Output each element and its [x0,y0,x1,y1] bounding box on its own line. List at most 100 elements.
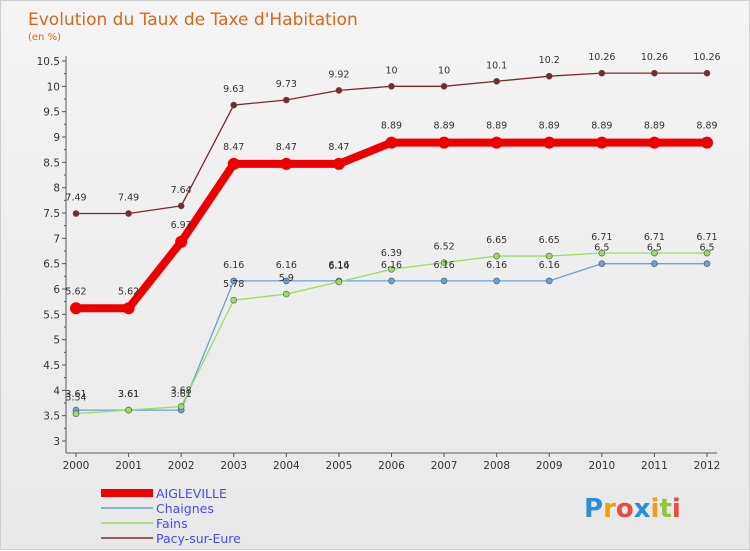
logo-letter: P [584,494,603,524]
data-label-pacy-sur-eure: 7.49 [65,193,86,204]
data-label-fains: 6.65 [486,235,507,246]
data-label-aigleville: 6.93 [171,220,192,231]
x-tick-label: 2003 [220,460,247,472]
data-point-pacy-sur-eure [493,77,500,85]
data-label-pacy-sur-eure: 9.92 [328,69,349,80]
data-point-aigleville [648,136,661,149]
data-label-pacy-sur-eure: 10.2 [539,55,560,66]
data-label-pacy-sur-eure: 10.1 [486,60,507,71]
data-label-chaignes: 6.5 [594,243,609,254]
data-point-pacy-sur-eure [72,210,80,217]
data-point-fains [598,249,606,257]
data-label-pacy-sur-eure: 9.63 [223,84,244,95]
data-label-pacy-sur-eure: 10 [385,65,397,76]
data-label-chaignes: 3.61 [118,389,139,400]
data-label-aigleville: 8.89 [644,121,665,132]
data-point-pacy-sur-eure [598,69,606,77]
chart-ylabel: (en %) [28,32,61,43]
proxiti-logo: Proxiti [584,494,681,524]
data-point-chaignes [651,260,658,267]
data-label-chaignes: 6.16 [328,260,349,271]
data-point-aigleville [490,136,503,149]
logo-letter: i [672,494,681,524]
x-tick-label: 2002 [168,460,195,472]
data-point-fains [493,252,500,260]
data-point-aigleville [438,136,451,149]
data-label-fains: 6.71 [696,232,717,243]
x-tick-label: 2004 [273,460,300,472]
x-tick-label: 2006 [378,460,405,472]
y-tick-label: 8 [53,183,60,195]
x-tick-label: 2005 [326,460,353,472]
data-point-aigleville [543,136,556,149]
data-point-pacy-sur-eure [125,210,132,217]
data-label-aigleville: 8.47 [328,142,349,153]
x-tick-label: 2001 [115,460,142,472]
data-label-fains: 6.71 [644,232,665,243]
data-label-chaignes: 6.16 [381,260,402,271]
data-point-aigleville [280,157,293,170]
data-label-chaignes: 3.61 [171,389,192,400]
data-label-fains: 6.14 [328,261,349,272]
data-point-chaignes [598,260,606,267]
data-label-pacy-sur-eure: 7.49 [118,193,139,204]
y-tick-label: 5 [53,335,60,347]
data-label-aigleville: 8.89 [591,121,612,132]
data-label-pacy-sur-eure: 10.26 [588,52,615,63]
data-point-pacy-sur-eure [651,69,658,77]
data-point-chaignes [703,260,711,267]
point-labels: 3.61 3.61 3.61 6.16 6.16 6.16 6.16 6.16 6.16 6.16… [65,52,720,403]
x-tick-label: 2010 [588,460,615,472]
data-label-fains: 6.71 [591,232,612,243]
data-label-fains: 3.54 [65,393,86,404]
data-label-fains: 6.39 [381,248,402,259]
legend-label-chaignes: Chaignes [156,501,214,516]
data-label-pacy-sur-eure: 10 [438,65,450,76]
data-label-aigleville: 5.62 [65,286,86,297]
data-label-chaignes: 6.16 [486,260,507,271]
data-label-aigleville: 8.47 [223,142,244,153]
data-label-chaignes: 6.16 [539,260,560,271]
data-point-fains [283,290,290,298]
y-tick-label: 10 [47,81,60,93]
data-point-pacy-sur-eure [177,202,185,210]
data-point-fains [440,259,448,266]
data-label-pacy-sur-eure: 10.26 [693,52,720,63]
legend-label-aigleville: AIGLEVILLE [156,486,227,501]
y-tick-label: 4.5 [43,360,60,372]
y-tick-label: 9.5 [43,107,60,119]
y-tick-label: 10.5 [37,56,60,68]
data-label-fains: 6.52 [434,242,455,253]
data-point-aigleville [701,136,713,149]
y-tick-label: 3.5 [43,411,60,423]
data-point-aigleville [70,302,82,315]
x-tick-label: 2000 [63,460,90,472]
data-point-pacy-sur-eure [545,72,553,80]
data-label-chaignes: 6.16 [434,260,455,271]
data-label-chaignes: 6.16 [276,260,297,271]
data-point-aigleville [227,157,240,170]
data-point-fains [335,278,343,286]
data-point-fains [651,249,658,257]
x-tick-label: 2011 [641,460,668,472]
data-label-aigleville: 5.62 [118,286,139,297]
y-tick-label: 4 [53,385,60,397]
data-point-fains [177,403,185,410]
data-label-aigleville: 8.89 [696,121,717,132]
data-label-fains: 3.68 [171,386,192,397]
data-label-aigleville: 8.89 [434,121,455,132]
data-label-chaignes: 6.16 [223,260,244,271]
data-label-aigleville: 8.89 [539,121,560,132]
data-point-fains [545,252,553,260]
data-point-pacy-sur-eure [283,96,290,104]
data-point-pacy-sur-eure [230,101,238,109]
data-point-pacy-sur-eure [335,87,343,94]
data-point-chaignes [545,277,553,285]
y-tick-label: 7 [53,233,60,245]
legend-label-fains: Fains [156,516,188,531]
y-tick-label: 6 [53,284,60,296]
logo-letter: t [659,494,671,524]
y-tick-label: 3 [53,436,60,448]
